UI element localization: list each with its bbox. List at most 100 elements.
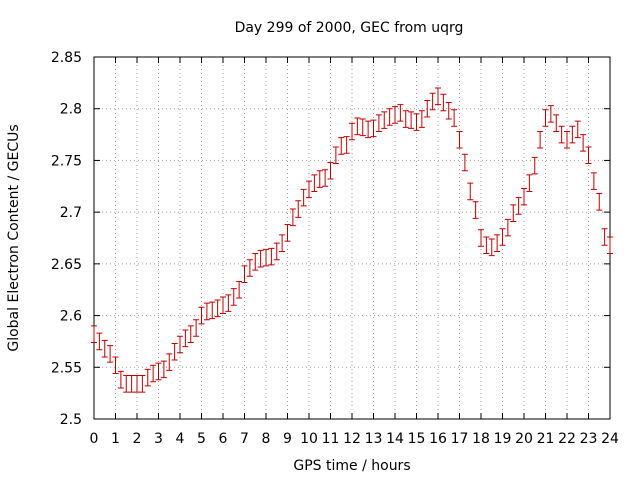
error-bar <box>327 161 334 180</box>
x-tick-label: 14 <box>386 431 404 447</box>
error-bar <box>268 247 275 266</box>
y-tick-label: 2.5 <box>60 412 82 428</box>
error-bar <box>295 200 302 218</box>
error-bar <box>187 325 194 343</box>
error-bar <box>284 224 291 242</box>
y-axis-label: Global Electron Content / GECUs <box>6 124 22 351</box>
y-tick-label: 2.85 <box>51 50 82 66</box>
error-bar <box>139 375 146 393</box>
data-point <box>193 319 200 337</box>
data-point <box>510 204 517 222</box>
error-bar <box>241 265 248 283</box>
data-point <box>531 156 538 175</box>
error-bar <box>316 170 323 188</box>
x-tick-label: 15 <box>408 431 426 447</box>
error-bar <box>332 146 339 165</box>
data-point <box>580 134 587 152</box>
error-bar <box>112 356 119 374</box>
error-bar <box>526 174 533 192</box>
data-point <box>445 102 452 120</box>
x-tick-label: 2 <box>133 431 142 447</box>
error-bar <box>553 114 560 132</box>
x-tick-label: 18 <box>472 431 490 447</box>
data-point <box>440 93 447 112</box>
data-point <box>418 110 425 128</box>
error-bar <box>564 130 570 149</box>
error-bar <box>499 228 506 246</box>
data-point <box>461 153 468 172</box>
error-bar <box>375 114 382 132</box>
grid <box>94 57 610 419</box>
error-bar <box>504 218 511 237</box>
error-bar <box>193 319 200 337</box>
error-bar <box>177 335 183 354</box>
error-bar <box>607 236 613 255</box>
error-bar <box>209 301 216 320</box>
error-bar <box>166 353 173 371</box>
data-point <box>429 92 436 111</box>
data-point <box>289 208 296 227</box>
error-bar <box>359 118 366 137</box>
x-tick-label: 3 <box>154 431 163 447</box>
data-point <box>263 248 269 267</box>
x-tick-label: 13 <box>365 431 383 447</box>
data-point <box>574 120 581 139</box>
data-point <box>209 301 216 320</box>
error-bar <box>101 339 108 358</box>
data-point <box>413 113 420 131</box>
data-point <box>467 182 474 201</box>
error-bar <box>263 248 269 267</box>
error-bar <box>96 332 103 351</box>
x-tick-label: 9 <box>283 431 292 447</box>
y-tick-label: 2.65 <box>51 257 82 273</box>
error-bar <box>435 87 441 106</box>
error-bar <box>155 362 162 381</box>
data-point <box>322 169 329 187</box>
data-point <box>117 370 124 389</box>
error-bar <box>246 259 253 277</box>
data-point <box>408 111 415 129</box>
error-bar <box>381 111 388 129</box>
data-point <box>601 228 608 246</box>
data-point <box>537 130 544 149</box>
data-point <box>166 353 173 371</box>
data-point <box>268 247 275 266</box>
data-point <box>139 375 146 393</box>
data-point <box>230 288 237 306</box>
error-bar <box>144 368 151 387</box>
error-bar <box>220 296 226 315</box>
y-tick-label: 2.7 <box>60 205 82 221</box>
x-tick-label: 10 <box>300 431 318 447</box>
error-bar <box>107 345 114 363</box>
error-bar <box>580 134 587 152</box>
error-bar <box>445 102 452 120</box>
error-bar <box>289 208 296 227</box>
x-tick-label: 19 <box>494 431 512 447</box>
data-point <box>381 111 388 129</box>
error-bar <box>574 120 581 139</box>
x-axis-label: GPS time / hours <box>293 458 410 474</box>
data-point <box>101 339 108 358</box>
data-point <box>553 114 560 132</box>
data-point <box>596 193 603 211</box>
error-bar <box>601 228 608 246</box>
x-tick-label: 24 <box>601 431 619 447</box>
data-point <box>451 109 458 127</box>
error-bar <box>392 106 398 124</box>
data-point <box>155 362 162 381</box>
error-bar <box>521 187 527 206</box>
data-point <box>214 299 221 318</box>
error-bar <box>171 342 178 361</box>
error-bar <box>408 111 415 129</box>
data-point <box>402 110 409 128</box>
data-point <box>284 224 291 242</box>
error-bar <box>547 105 554 123</box>
data-point <box>182 329 189 348</box>
data-point <box>306 180 312 199</box>
x-tick-label: 0 <box>90 431 99 447</box>
data-point <box>273 242 280 261</box>
data-point <box>203 302 210 321</box>
data-point <box>160 360 167 379</box>
data-point <box>504 218 511 237</box>
data-point <box>123 375 130 393</box>
